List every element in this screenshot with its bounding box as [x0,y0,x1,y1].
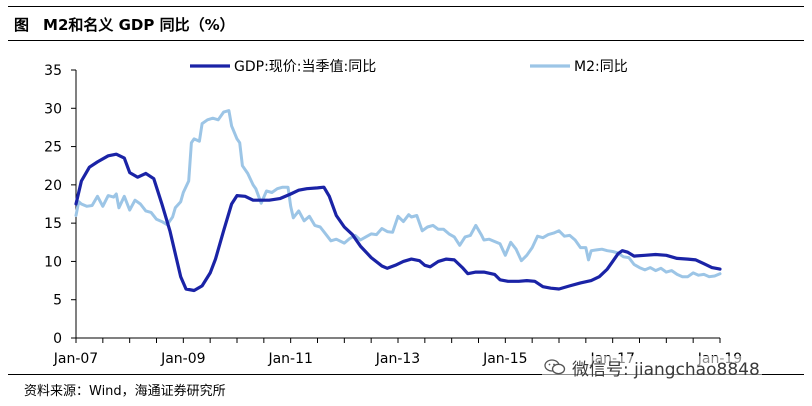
y-tick-label: 20 [44,178,62,194]
y-tick-label: 15 [44,216,62,232]
series-line-gdp [74,152,722,293]
y-tick-label: 25 [44,140,62,156]
x-tick-label: Jan-11 [267,351,312,367]
y-tick-label: 10 [44,254,62,270]
y-tick-label: 35 [44,63,62,79]
legend-label: GDP:现价:当季值:同比 [234,59,376,75]
source-note: 资料来源：Wind，海通证券研究所 [24,384,226,399]
title-rule [8,40,804,41]
y-tick-label: 0 [53,331,62,347]
y-tick-label: 5 [53,293,62,309]
watermark: 微信号: jiangchao8848 [542,356,762,380]
bottom-rule [8,374,804,375]
x-tick-label: Jan-07 [53,351,98,367]
y-tick-label: 30 [44,101,62,117]
figure-label: 图 [14,16,30,34]
series-line-m2 [74,109,722,279]
watermark-text: 微信号: jiangchao8848 [572,359,760,380]
figure-title: M2和名义 GDP 同比（%） [43,16,235,34]
top-rule [8,6,804,7]
chart-title: 图 M2和名义 GDP 同比（%） [14,14,235,35]
x-tick-label: Jan-15 [482,351,527,367]
legend-label: M2:同比 [574,59,628,75]
x-tick-label: Jan-09 [160,351,205,367]
x-tick-label: Jan-13 [375,351,420,367]
wechat-icon [544,359,566,375]
